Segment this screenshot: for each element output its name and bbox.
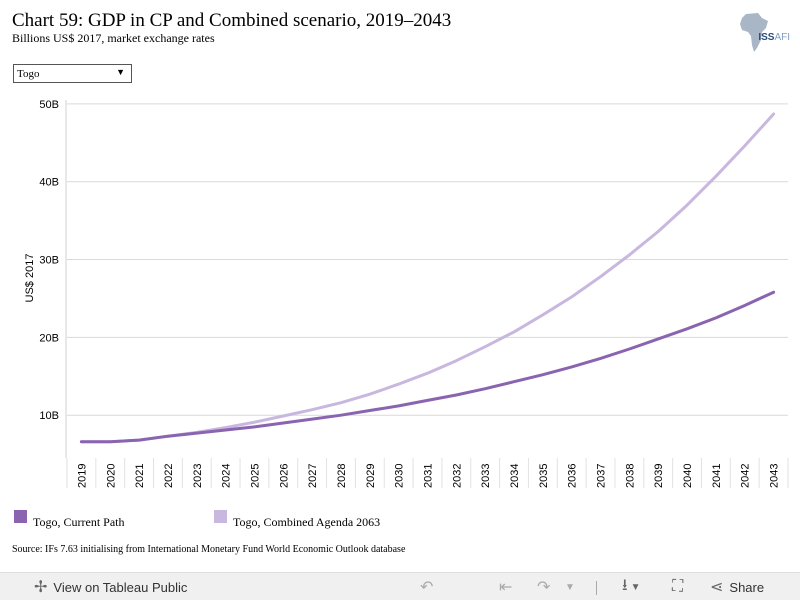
- line-chart: 10B 20B 30B 40B 50B US$ 2017 2019 2020 2021 202…: [24, 99, 789, 488]
- revert-button[interactable]: ⇤: [499, 573, 512, 601]
- logo-text-afr: AFI: [774, 32, 790, 43]
- chevron-down-icon: ▼: [116, 67, 125, 77]
- redo-icon: ↷: [537, 579, 551, 596]
- view-on-tableau-label: View on Tableau Public: [53, 579, 188, 595]
- series-lines: [79, 112, 776, 444]
- x-tick-label: 2030: [394, 464, 406, 488]
- undo-icon: ↶: [420, 579, 434, 596]
- tableau-icon: ✢: [34, 579, 48, 596]
- dropdown-icon: ▼: [565, 581, 575, 593]
- gridlines: [67, 103, 788, 416]
- view-on-tableau-link[interactable]: ✢ View on Tableau Public: [34, 573, 187, 601]
- fullscreen-button[interactable]: ⛶: [672, 573, 683, 601]
- x-tick-label: 2024: [221, 464, 233, 488]
- y-axis-ticks: 10B 20B 30B 40B 50B: [39, 99, 59, 422]
- africa-map-icon: [740, 13, 768, 52]
- undo-button[interactable]: ↶: [420, 573, 433, 601]
- x-tick-label: 2031: [423, 464, 435, 488]
- x-tick-label: 2029: [365, 464, 377, 488]
- x-tick-label: 2032: [451, 464, 463, 488]
- x-tick-label: 2019: [76, 464, 88, 488]
- x-tick-label: 2028: [336, 464, 348, 488]
- y-tick-label: 20B: [39, 332, 59, 344]
- chart-subtitle: Billions US$ 2017, market exchange rates: [12, 31, 215, 45]
- logo-text-iss: ISS: [758, 32, 775, 43]
- legend-item-combined-agenda[interactable]: Togo, Combined Agenda 2063: [214, 510, 380, 530]
- download-icon: ⭳: [622, 576, 628, 594]
- series-line-combined-agenda: [79, 112, 776, 444]
- x-tick-label: 2036: [567, 464, 579, 488]
- x-tick-label: 2023: [192, 464, 204, 488]
- x-tick-label: 2042: [740, 464, 752, 488]
- country-filter-value: Togo: [17, 68, 40, 80]
- y-tick-label: 50B: [39, 99, 59, 111]
- x-tick-label: 2021: [134, 464, 146, 488]
- x-tick-label: 2025: [249, 464, 261, 488]
- share-button[interactable]: ⋖ Share: [710, 573, 764, 601]
- x-tick-label: 2043: [769, 464, 781, 488]
- y-axis-label: US$ 2017: [24, 254, 36, 303]
- x-tick-label: 2026: [278, 464, 290, 488]
- legend-swatch-current-path: [14, 510, 27, 523]
- x-tick-label: 2041: [711, 464, 723, 488]
- x-tick-label: 2020: [105, 464, 117, 488]
- share-label: Share: [729, 579, 765, 595]
- toolbar-divider: [596, 581, 597, 595]
- country-filter-dropdown[interactable]: Togo ▼: [13, 64, 132, 83]
- x-tick-label: 2039: [653, 464, 665, 488]
- x-tick-label: 2038: [624, 464, 636, 488]
- legend-label-current-path: Togo, Current Path: [33, 515, 125, 529]
- x-tick-label: 2033: [480, 464, 492, 488]
- revert-icon: ⇤: [499, 579, 513, 596]
- x-tick-label: 2040: [682, 464, 694, 488]
- chevron-down-icon: ▼: [630, 581, 641, 593]
- download-button[interactable]: ⭳ ▼: [622, 573, 641, 601]
- iss-africa-logo: ISSAFI: [740, 12, 790, 56]
- legend-item-current-path[interactable]: Togo, Current Path: [14, 510, 124, 530]
- x-tick-label: 2035: [538, 464, 550, 488]
- logo-text: ISSAFI: [758, 32, 790, 43]
- x-tick-label: 2022: [163, 464, 175, 488]
- x-tick-label: 2027: [307, 464, 319, 488]
- source-note: Source: IFs 7.63 initialising from Inter…: [12, 544, 406, 555]
- redo-button[interactable]: ↷: [537, 573, 550, 601]
- chart-title: Chart 59: GDP in CP and Combined scenari…: [12, 10, 452, 31]
- redo-menu-button[interactable]: ▼: [565, 573, 575, 601]
- y-tick-label: 30B: [39, 255, 59, 267]
- legend-label-combined-agenda: Togo, Combined Agenda 2063: [233, 515, 381, 529]
- y-tick-label: 10B: [39, 410, 59, 422]
- legend-swatch-combined-agenda: [214, 510, 227, 523]
- x-tick-label: 2034: [509, 464, 521, 488]
- x-axis-ticks: 2019 2020 2021 2022 2023 2024 2025 2026 2027 2028…: [66, 458, 789, 488]
- series-line-current-path: [79, 290, 776, 444]
- x-tick-label: 2037: [596, 464, 608, 488]
- fullscreen-icon: ⛶: [672, 578, 684, 595]
- tableau-toolbar: ✢ View on Tableau Public ↶ ⇤ ↷ ▼ ⭳ ▼ ⛶ ⋖…: [0, 572, 800, 600]
- y-tick-label: 40B: [39, 177, 59, 189]
- share-icon: ⋖: [710, 579, 724, 596]
